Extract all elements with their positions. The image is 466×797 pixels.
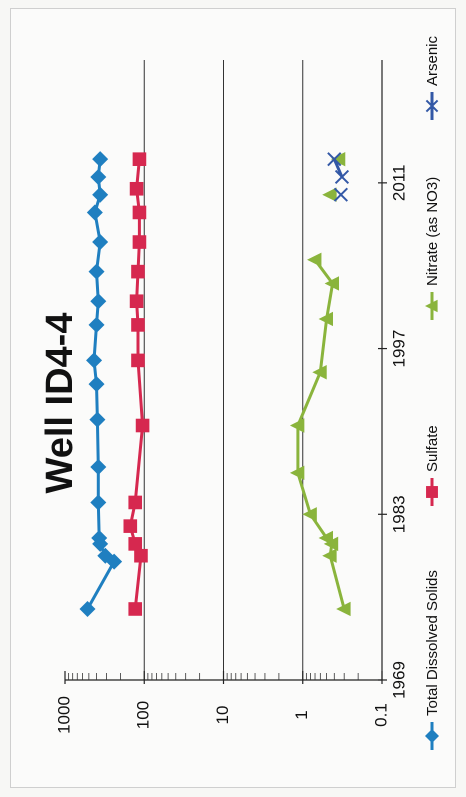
data-point-triangle [322, 187, 337, 202]
data-point-x-stroke [333, 187, 349, 202]
data-point-square [128, 537, 143, 551]
time-tick-label: 1997 [389, 330, 408, 368]
data-point-square [129, 294, 144, 309]
data-point-x-stroke [334, 169, 350, 185]
series-line [296, 258, 346, 610]
data-point-x [333, 187, 349, 202]
data-point-diamond [91, 529, 108, 546]
data-point-square [131, 264, 145, 279]
data-point-square [135, 418, 150, 433]
data-point-square [129, 181, 144, 196]
data-point-x [334, 169, 350, 185]
time-tick-label: 1969 [389, 661, 408, 699]
value-tick-label: 1000 [54, 696, 73, 734]
data-point-square [132, 235, 147, 249]
series-3 [327, 152, 350, 202]
value-tick-label: 10 [213, 706, 232, 725]
legend-label: Arsenic [424, 35, 441, 86]
data-point-triangle [318, 311, 334, 327]
data-point-triangle [307, 252, 322, 267]
data-point-diamond [88, 316, 105, 333]
data-point-diamond [90, 494, 107, 511]
series-layer [79, 151, 351, 617]
data-point-square [131, 353, 145, 368]
value-tick-label: 0.1 [371, 703, 390, 727]
legend-layer: Total Dissolved Solids Sulfate Nitrate (as… [424, 35, 441, 750]
data-point-x-stroke [327, 152, 342, 167]
legend-item: Arsenic [424, 35, 441, 120]
data-point-diamond [88, 376, 105, 393]
series-line [332, 158, 344, 178]
series-2 [289, 151, 351, 617]
data-point-diamond [86, 352, 103, 369]
data-point-diamond [92, 151, 109, 168]
value-tick-label: 100 [134, 701, 153, 729]
data-point-triangle [324, 276, 340, 291]
data-point-square [128, 495, 143, 510]
data-point-diamond [92, 186, 109, 203]
data-point-triangle [289, 418, 305, 433]
legend-item: Total Dissolved Solids [424, 570, 441, 750]
data-point-diamond [97, 547, 114, 564]
data-point-square [128, 602, 143, 616]
data-point-x [425, 99, 439, 113]
title-layer: Well ID4-4 [39, 313, 81, 494]
data-point-diamond [86, 204, 103, 221]
data-point-square [123, 519, 138, 533]
data-point-x-stroke [425, 99, 439, 113]
grid-layer [143, 60, 304, 680]
value-tick-label: 1 [292, 710, 311, 719]
series-1 [123, 152, 150, 616]
data-point-diamond [425, 729, 439, 743]
data-point-triangle [312, 365, 327, 380]
data-point-square [134, 548, 148, 563]
data-point-square [131, 318, 145, 332]
data-point-diamond [90, 168, 107, 185]
data-point-diamond [90, 293, 107, 310]
series-0 [79, 151, 123, 617]
data-point-triangle [322, 548, 337, 563]
chart-title: Well ID4-4 [39, 313, 81, 494]
data-point-x [327, 152, 342, 167]
data-point-triangle [330, 151, 346, 167]
legend-item: Nitrate (as NO3) [424, 177, 441, 320]
data-point-triangle [289, 465, 305, 481]
data-point-square [132, 152, 147, 166]
data-point-triangle [336, 601, 351, 617]
data-point-triangle [302, 507, 317, 522]
legend-item: Sulfate [424, 425, 441, 506]
data-point-diamond [89, 411, 106, 428]
axis-layer: 1000 100 10 1 0.1 1969 1983 1997 2011 [54, 60, 408, 734]
time-tick-label: 1983 [389, 495, 408, 533]
data-point-triangle [318, 530, 334, 546]
legend-label: Nitrate (as NO3) [424, 177, 441, 286]
legend-label: Sulfate [424, 425, 441, 472]
data-point-square [426, 486, 438, 498]
data-point-square [132, 205, 147, 220]
data-point-triangle [425, 299, 438, 313]
data-point-diamond [90, 458, 107, 475]
legend-label: Total Dissolved Solids [424, 570, 441, 716]
data-point-diamond [79, 600, 96, 617]
data-point-diamond [88, 263, 105, 280]
time-tick-label: 2011 [389, 165, 408, 202]
data-point-diamond [92, 234, 109, 251]
